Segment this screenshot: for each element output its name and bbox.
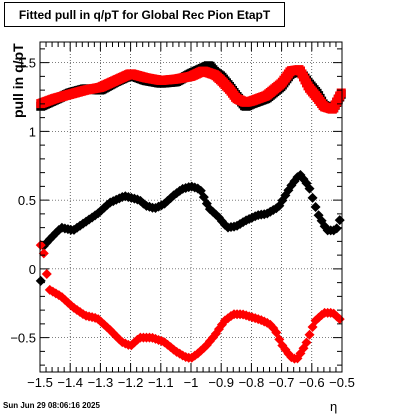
x-axis-label: η [330, 399, 338, 414]
data-point [336, 88, 346, 98]
data-point [38, 248, 49, 259]
data-point [331, 223, 342, 234]
data-point [35, 240, 46, 251]
axes: −1.5 −1.4 −1.3 −1.2 −1.1 −1 −0.9 −0.8 −0.7 −0.6 −0… [10, 42, 355, 390]
x-tick-label: −1.4 [57, 375, 83, 390]
x-tick-label: −0.6 [299, 375, 325, 390]
data-point [301, 337, 312, 348]
chart-title: Fitted pull in q/pT for Global Rec Pion … [4, 2, 285, 27]
y-axis-label: pull in q/pT [10, 43, 26, 118]
y-tick-label: 1 [29, 124, 36, 139]
x-tick-label: −1.5 [27, 375, 53, 390]
x-tick-label: −1.2 [118, 375, 144, 390]
x-tick-label: −1.1 [148, 375, 174, 390]
y-tick-label: −0.5 [10, 331, 36, 346]
data-point [304, 183, 315, 194]
x-tick-label: −1.3 [88, 375, 114, 390]
data-point [304, 329, 315, 340]
x-tick-label: −0.7 [269, 375, 295, 390]
timestamp: Sun Jun 29 08:06:16 2025 [3, 401, 100, 410]
y-tick-label: 0 [29, 262, 36, 277]
x-tick-label: −0.5 [329, 375, 355, 390]
y-tick-label: 1.5 [18, 56, 36, 71]
data-point [307, 192, 318, 203]
x-tick-label: −0.9 [208, 375, 234, 390]
data-point [334, 215, 345, 226]
x-tick-label: −0.8 [239, 375, 265, 390]
data-point [41, 269, 52, 280]
x-tick-label: −1 [184, 375, 199, 390]
y-tick-label: 0.5 [18, 193, 36, 208]
data-point [310, 202, 321, 212]
data-point [35, 275, 46, 286]
data-markers [35, 61, 346, 364]
